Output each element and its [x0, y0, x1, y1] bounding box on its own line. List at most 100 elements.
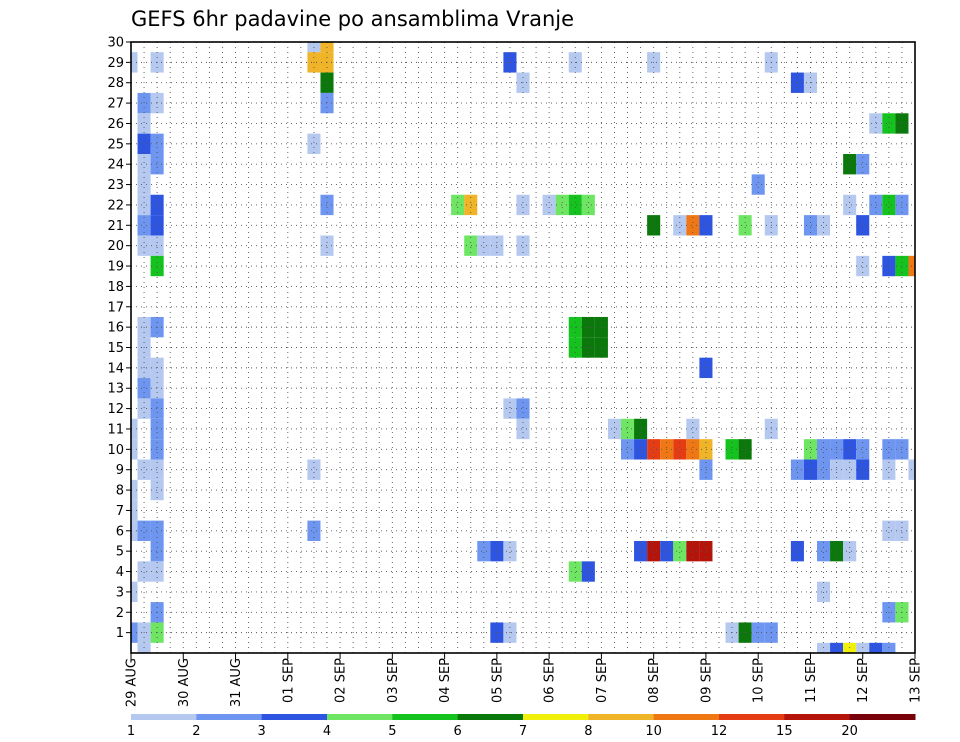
colorbar-swatch	[588, 714, 655, 720]
heat-cell	[817, 439, 831, 460]
heat-cell	[882, 255, 896, 277]
heat-cell	[131, 581, 138, 603]
y-tick-label: 18	[107, 280, 124, 295]
x-tick-label: 05 SEP	[490, 658, 505, 703]
heat-cell	[137, 561, 151, 582]
heat-cell	[686, 418, 700, 440]
y-tick-label: 16	[107, 321, 124, 336]
heat-cell	[817, 215, 831, 236]
heat-cell	[686, 439, 700, 460]
colorbar-label: 1	[127, 724, 135, 739]
heat-cell	[817, 581, 831, 603]
y-tick-label: 7	[116, 504, 124, 519]
y-tick-label: 6	[116, 524, 124, 539]
heat-cell	[882, 439, 896, 460]
heat-cell	[634, 439, 648, 460]
heat-cell	[803, 439, 817, 460]
heat-cell	[843, 194, 857, 216]
y-tick-label: 9	[116, 463, 124, 478]
heat-cell	[131, 439, 138, 460]
heat-cell	[869, 113, 883, 134]
heat-cell	[882, 520, 896, 541]
heat-cell	[882, 113, 896, 134]
y-tick-label: 15	[107, 341, 124, 356]
heat-cell	[307, 520, 321, 541]
heat-cell	[869, 194, 883, 216]
heat-cell	[150, 439, 164, 460]
heat-cell	[137, 235, 151, 256]
y-tick-label: 4	[116, 565, 124, 580]
colorbar-swatch	[261, 714, 328, 720]
heat-cell	[150, 255, 164, 277]
heat-cell	[150, 459, 164, 480]
colorbar-swatch	[392, 714, 459, 720]
heat-cell	[307, 133, 321, 155]
heat-cell	[137, 398, 151, 419]
y-tick-label: 1	[116, 626, 124, 641]
heat-cell	[150, 540, 164, 562]
y-tick-label: 10	[107, 443, 124, 458]
heat-cell	[516, 194, 530, 216]
x-tick-label: 03 SEP	[386, 658, 401, 703]
colorbar-label: 20	[841, 724, 858, 739]
chart-title: GEFS 6hr padavine po ansamblima Vranje	[131, 7, 574, 31]
heat-cell	[137, 194, 151, 216]
heat-cell	[856, 255, 870, 277]
heat-cell	[131, 520, 138, 541]
colorbar-swatch	[719, 714, 785, 720]
y-tick-label: 23	[107, 178, 124, 193]
heat-cell	[581, 194, 595, 216]
heat-cell	[568, 194, 582, 216]
y-tick-label: 11	[107, 422, 124, 437]
x-tick-label: 01 SEP	[281, 658, 296, 703]
heat-cell	[150, 215, 164, 236]
heat-cell	[131, 52, 138, 73]
heat-cell	[477, 540, 491, 562]
y-tick-label: 12	[107, 402, 124, 417]
y-tick-label: 2	[116, 606, 124, 621]
colorbar-label: 8	[584, 724, 592, 739]
y-tick-label: 14	[107, 361, 124, 376]
colorbar-swatch	[784, 714, 851, 720]
heat-cell	[686, 540, 700, 562]
colorbar-label: 10	[645, 724, 662, 739]
heat-cell	[699, 459, 713, 480]
heat-cell	[150, 378, 164, 399]
x-tick-label: 12 SEP	[856, 658, 871, 703]
colorbar-swatch	[327, 714, 393, 720]
colorbar: 1 2 3 4 5 6 7 8 10 12 15 20	[127, 714, 916, 739]
heat-cell	[634, 418, 648, 440]
colorbar-swatch	[849, 714, 916, 720]
heat-cell	[725, 439, 739, 460]
heat-cell	[647, 215, 661, 236]
heat-cell	[568, 561, 582, 582]
heat-cell	[137, 378, 151, 399]
heat-cell	[150, 133, 164, 155]
heat-cell	[137, 459, 151, 480]
heat-cell	[803, 459, 817, 480]
heat-cell	[790, 540, 804, 562]
colorbar-swatch	[131, 714, 197, 720]
y-tick-label: 25	[107, 137, 124, 152]
heat-cell	[673, 540, 687, 562]
heat-cell	[150, 154, 164, 175]
heat-cell	[647, 439, 661, 460]
heat-cell	[503, 540, 517, 562]
colorbar-swatch	[653, 714, 720, 720]
heat-cell	[137, 174, 151, 195]
heat-cell	[647, 540, 661, 562]
heat-cell	[131, 479, 138, 501]
heat-cell	[621, 439, 635, 460]
colorbar-swatch	[196, 714, 263, 720]
heat-cell	[150, 561, 164, 582]
heat-cell	[856, 439, 870, 460]
heat-cell	[738, 215, 752, 236]
heat-cell	[137, 154, 151, 175]
heat-cell	[882, 459, 896, 480]
heat-cell	[738, 439, 752, 460]
x-tick-label: 02 SEP	[334, 658, 349, 703]
x-tick-label: 08 SEP	[647, 658, 662, 703]
y-tick-label: 29	[107, 56, 124, 71]
heat-cell	[307, 459, 321, 480]
colorbar-label: 4	[323, 724, 331, 739]
